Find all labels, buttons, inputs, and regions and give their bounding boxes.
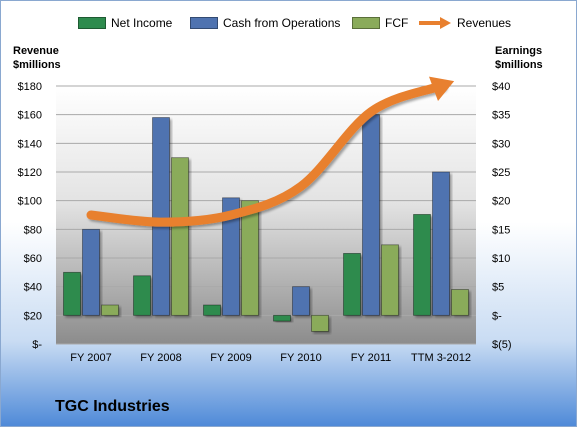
left-axis-tick-label: $140 — [18, 138, 42, 150]
legend-swatch-cash-from-operations — [190, 17, 218, 29]
bar-fcf — [241, 200, 259, 316]
right-axis-tick-label: $15 — [492, 224, 510, 236]
right-axis-title: Earnings $millions — [495, 44, 543, 72]
legend-label-revenues: Revenues — [457, 16, 512, 30]
right-axis-tick-label: $10 — [492, 253, 510, 265]
right-axis-tick-label: $40 — [492, 81, 510, 93]
left-axis-title-line-1: Revenue — [13, 45, 59, 57]
legend-label-fcf: FCF — [385, 16, 409, 30]
left-axis-tick-label: $- — [32, 339, 42, 351]
right-axis-tick-label: $25 — [492, 167, 510, 179]
bar-net-income — [203, 304, 221, 316]
left-axis-tick-label: $180 — [18, 81, 42, 93]
x-axis-tick-label: FY 2009 — [210, 352, 251, 364]
x-axis-tick-label: FY 2010 — [280, 352, 321, 364]
x-axis-tick-label: FY 2011 — [351, 352, 392, 364]
bar-fcf — [171, 157, 189, 316]
bar-cash-from-operations — [432, 171, 450, 316]
revenue-arrowhead — [428, 76, 455, 101]
left-axis-tick-label: $60 — [24, 253, 42, 265]
legend-swatch-net-income — [78, 17, 106, 29]
legend-item-cash-from-operations: Cash from Operations — [190, 16, 340, 30]
bar-cash-from-operations — [362, 114, 380, 316]
legend-item-net-income: Net Income — [78, 16, 172, 30]
right-axis-tick-label: $(5) — [492, 339, 512, 351]
right-axis-tick-label: $- — [492, 310, 502, 322]
right-axis-tick-label: $30 — [492, 138, 510, 150]
left-axis-tick-label: $80 — [24, 224, 42, 236]
bar-fcf — [311, 314, 329, 332]
company-name: TGC Industries — [55, 398, 170, 415]
bar-net-income — [343, 253, 361, 316]
revenue-line — [86, 81, 446, 227]
x-axis-tick-label: TTM 3-2012 — [411, 352, 471, 364]
legend-arrow-icon — [419, 17, 451, 29]
legend-item-revenues: Revenues — [418, 16, 511, 30]
bar-net-income — [273, 314, 291, 322]
left-axis-tick-label: $100 — [18, 196, 42, 208]
bar-fcf — [101, 304, 119, 316]
left-axis-title-line-2: $millions — [13, 59, 61, 71]
right-axis-tick-label: $35 — [492, 110, 510, 122]
bar-fcf — [381, 244, 399, 316]
legend-label-net-income: Net Income — [111, 16, 173, 30]
bar-net-income — [133, 275, 151, 316]
bar-net-income — [63, 271, 81, 316]
right-axis-title-line-1: Earnings — [495, 45, 543, 57]
legend-swatch-fcf — [352, 17, 380, 29]
bar-cash-from-operations — [292, 286, 310, 316]
left-axis-tick-label: $160 — [18, 110, 42, 122]
legend-item-fcf: FCF — [352, 16, 408, 30]
bar-net-income — [413, 214, 431, 316]
bar-cash-from-operations — [152, 117, 170, 316]
x-axis-tick-label: FY 2008 — [140, 352, 181, 364]
left-axis-tick-label: $40 — [24, 282, 42, 294]
x-axis-tick-label: FY 2007 — [70, 352, 111, 364]
bar-cash-from-operations — [82, 228, 100, 316]
right-axis-tick-label: $20 — [492, 196, 510, 208]
bar-fcf — [451, 289, 469, 316]
left-axis-tick-label: $20 — [24, 310, 42, 322]
left-axis-title: Revenue $millions — [13, 44, 61, 72]
bar-cash-from-operations — [222, 197, 240, 316]
left-axis-tick-label: $120 — [18, 167, 42, 179]
right-axis-tick-label: $5 — [492, 282, 504, 294]
legend-label-cash-from-operations: Cash from Operations — [223, 16, 341, 30]
right-axis-title-line-2: $millions — [495, 59, 543, 71]
